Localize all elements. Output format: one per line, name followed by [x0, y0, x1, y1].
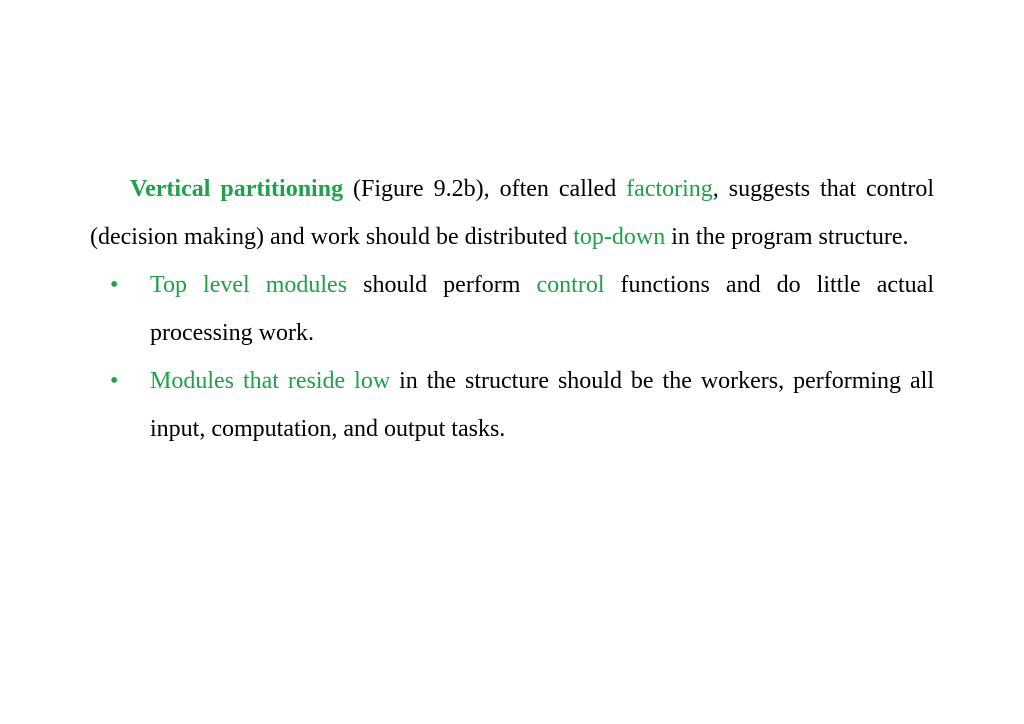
list-item: Top level modules should perform control…	[130, 261, 934, 357]
intro-paragraph: Vertical partitioning (Figure 9.2b), oft…	[90, 165, 934, 261]
bullet-list: Top level modules should perform control…	[90, 261, 934, 453]
bullet-lead: Top level modules	[150, 272, 363, 298]
term-factoring: factoring	[626, 176, 713, 202]
bullet-mid: control	[537, 272, 605, 298]
para-seg1: (Figure 9.2b), often called	[343, 176, 626, 202]
bullet-text: should perform	[363, 272, 536, 298]
term-vertical-partitioning: Vertical partitioning	[130, 176, 343, 202]
term-top-down: top-down	[573, 224, 665, 250]
para-seg3: in the program structure.	[665, 224, 908, 250]
bullet-lead: Modules that reside low	[150, 368, 390, 394]
list-item: Modules that reside low in the structure…	[130, 357, 934, 453]
